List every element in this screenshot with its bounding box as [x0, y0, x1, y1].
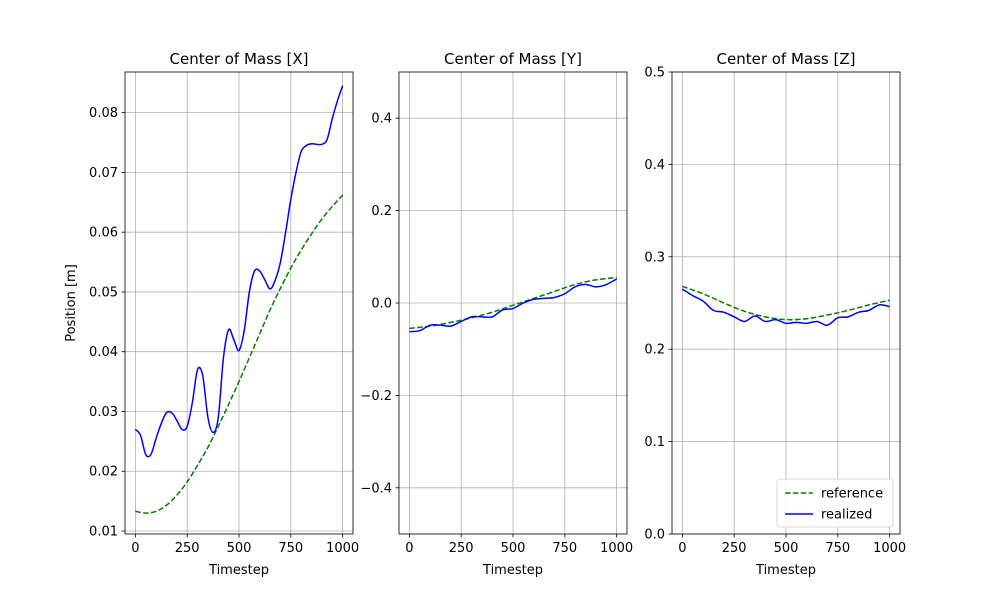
legend-label-realized: realized: [821, 508, 872, 523]
x-tick-label: 500: [227, 541, 252, 556]
legend-box: [776, 478, 894, 528]
x-tick-label: 750: [825, 541, 850, 556]
x-axis-label: Timestep: [208, 563, 269, 578]
series-line-reference: [409, 276, 617, 330]
x-tick-label: 0: [405, 541, 413, 556]
legend-label-reference: reference: [821, 487, 883, 502]
series-line-reference: [135, 194, 344, 514]
y-tick-label: 0.0: [644, 528, 665, 543]
chart-title: Center of Mass [X]: [170, 50, 309, 68]
series-line-realized: [134, 85, 344, 458]
x-tick-label: 250: [175, 541, 200, 556]
x-tick-label: 500: [774, 541, 799, 556]
y-tick-label: 0.01: [89, 525, 118, 540]
series-line-reference: [682, 285, 890, 321]
y-tick-label: 0.2: [644, 343, 665, 358]
y-tick-label: −0.2: [360, 389, 392, 404]
chart-title: Center of Mass [Z]: [717, 50, 856, 68]
x-tick-label: 250: [722, 541, 747, 556]
x-tick-label: 500: [501, 541, 526, 556]
y-tick-label: 0.06: [89, 226, 118, 241]
subplot-z: 0 250 500 750 1000 0.0 0.1 0.2 0.3 0.4 0.5 Center o…: [644, 50, 906, 578]
x-tick-label: 750: [278, 541, 303, 556]
x-tick-label: 1000: [326, 541, 359, 556]
y-tick-label: 0.08: [89, 106, 118, 121]
y-tick-label: 0.4: [644, 158, 665, 173]
y-tick-label: 0.3: [644, 250, 665, 265]
y-tick-label: 0.07: [89, 166, 118, 181]
subplot-x: 0 250 500 750 1000 0.01 0.02 0.03 0.04 0.05 0.06 0.…: [64, 50, 359, 578]
subplot-y: 0 250 500 750 1000 −0.4 −0.2 0.0 0.2 0.4 Center of…: [360, 50, 633, 578]
y-tick-label: 0.05: [89, 285, 118, 300]
y-tick-label: 0.5: [644, 66, 665, 81]
x-tick-label: 750: [552, 541, 577, 556]
y-tick-label: 0.04: [89, 345, 118, 360]
y-tick-label: 0.02: [89, 465, 118, 480]
chart-title: Center of Mass [Y]: [444, 50, 582, 68]
y-tick-label: 0.03: [89, 405, 118, 420]
y-tick-label: −0.4: [360, 481, 392, 496]
x-tick-label: 1000: [873, 541, 906, 556]
series-line-realized: [681, 288, 890, 326]
x-tick-label: 0: [678, 541, 686, 556]
x-tick-label: 250: [449, 541, 474, 556]
x-tick-label: 0: [131, 541, 139, 556]
x-tick-label: 1000: [600, 541, 633, 556]
y-tick-label: 0.4: [371, 112, 392, 127]
series-line-realized: [409, 278, 618, 333]
x-axis-label: Timestep: [755, 563, 816, 578]
y-tick-label: 0.2: [371, 204, 392, 219]
y-axis-label: Position [m]: [64, 264, 79, 342]
x-axis-label: Timestep: [482, 563, 543, 578]
legend: reference realized: [776, 478, 894, 528]
y-tick-label: 0.0: [371, 297, 392, 312]
y-tick-label: 0.1: [644, 435, 665, 450]
